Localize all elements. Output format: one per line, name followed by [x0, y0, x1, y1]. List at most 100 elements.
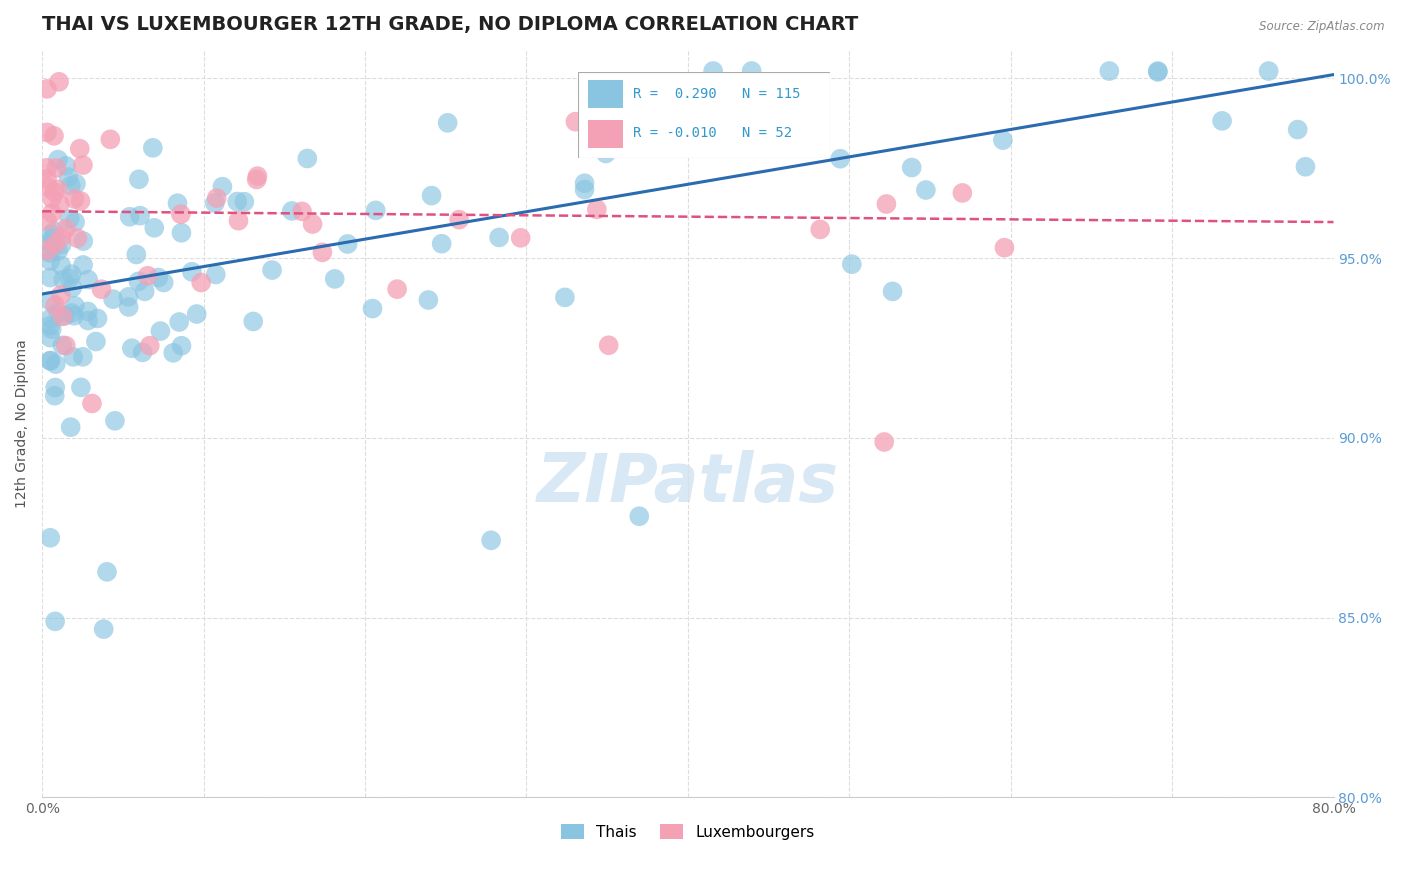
Point	[46, 182, 69, 196]
Point	[125, 247, 148, 261]
Point	[49, 288, 72, 302]
Point	[1286, 122, 1309, 136]
Point	[127, 274, 149, 288]
Point	[51, 229, 73, 244]
Point	[35, 161, 58, 175]
Point	[46, 244, 69, 258]
Point	[48, 197, 70, 211]
Point	[52, 273, 75, 287]
Point	[1211, 113, 1233, 128]
Point	[808, 222, 831, 236]
Point	[449, 212, 471, 227]
Point	[488, 230, 510, 244]
Point	[44, 380, 66, 394]
Point	[900, 161, 922, 175]
Point	[246, 169, 269, 183]
Point	[45, 236, 67, 251]
Point	[51, 237, 73, 252]
Point	[51, 338, 73, 352]
Point	[72, 158, 94, 172]
Point	[55, 159, 77, 173]
Text: THAI VS LUXEMBOURGER 12TH GRADE, NO DIPLOMA CORRELATION CHART: THAI VS LUXEMBOURGER 12TH GRADE, NO DIPL…	[42, 15, 859, 34]
Point	[134, 285, 156, 299]
Point	[180, 265, 202, 279]
Point	[44, 298, 66, 312]
Point	[139, 339, 162, 353]
Point	[53, 309, 76, 323]
Point	[205, 191, 228, 205]
Point	[46, 153, 69, 167]
Point	[875, 197, 897, 211]
Point	[60, 281, 83, 295]
Point	[418, 293, 440, 307]
Point	[44, 615, 66, 629]
Point	[44, 389, 66, 403]
Point	[167, 315, 190, 329]
Point	[702, 64, 724, 78]
Point	[574, 176, 596, 190]
Point	[873, 434, 896, 449]
Point	[45, 357, 67, 371]
Point	[993, 241, 1015, 255]
Point	[479, 533, 502, 548]
Point	[162, 346, 184, 360]
Point	[291, 204, 314, 219]
Point	[104, 414, 127, 428]
Point	[228, 213, 250, 227]
Point	[35, 125, 58, 139]
Point	[41, 192, 63, 206]
Point	[63, 299, 86, 313]
Point	[129, 209, 152, 223]
Point	[564, 114, 586, 128]
Point	[301, 217, 323, 231]
Point	[72, 258, 94, 272]
Point	[148, 270, 170, 285]
Point	[72, 350, 94, 364]
Point	[39, 246, 62, 260]
Point	[35, 244, 58, 258]
Point	[39, 354, 62, 368]
Point	[574, 183, 596, 197]
Point	[63, 309, 86, 323]
Point	[118, 300, 141, 314]
Point	[311, 245, 333, 260]
Point	[63, 215, 86, 229]
Point	[41, 231, 63, 245]
Point	[117, 290, 139, 304]
Point	[233, 194, 256, 209]
Point	[128, 172, 150, 186]
Point	[60, 306, 83, 320]
Point	[1147, 65, 1170, 79]
Point	[63, 192, 86, 206]
Point	[841, 257, 863, 271]
Point	[1257, 64, 1279, 78]
Point	[39, 531, 62, 545]
Point	[76, 304, 98, 318]
Point	[364, 203, 387, 218]
Point	[166, 196, 188, 211]
Point	[84, 334, 107, 349]
Point	[58, 271, 80, 285]
Point	[45, 161, 67, 175]
Point	[69, 142, 91, 156]
Point	[59, 420, 82, 434]
Point	[70, 380, 93, 394]
Y-axis label: 12th Grade, No Diploma: 12th Grade, No Diploma	[15, 339, 30, 508]
Point	[72, 234, 94, 248]
Point	[39, 253, 62, 268]
Point	[96, 565, 118, 579]
Point	[211, 179, 233, 194]
Point	[628, 509, 651, 524]
Point	[991, 133, 1014, 147]
Point	[37, 179, 59, 194]
Point	[62, 350, 84, 364]
Point	[1294, 160, 1316, 174]
Point	[39, 353, 62, 368]
Point	[118, 210, 141, 224]
Point	[77, 313, 100, 327]
Point	[39, 237, 62, 252]
Point	[35, 172, 58, 186]
Point	[101, 292, 124, 306]
Point	[585, 202, 607, 217]
Point	[152, 276, 174, 290]
